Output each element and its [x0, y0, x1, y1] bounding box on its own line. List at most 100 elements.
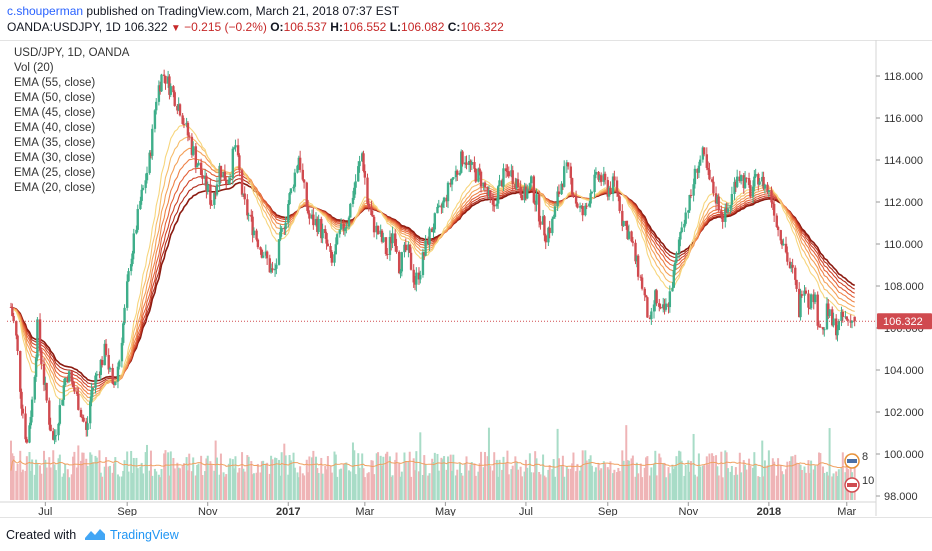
candle-body [469, 161, 472, 165]
event-count: 10 [862, 475, 874, 487]
candle-body [118, 361, 121, 367]
tradingview-brand-link[interactable]: TradingView [110, 528, 179, 542]
volume-bar [752, 467, 755, 500]
volume-bar [565, 466, 568, 500]
volume-bar [280, 452, 283, 500]
candle-body [136, 209, 139, 230]
volume-bar [252, 473, 255, 500]
candle-body [219, 165, 223, 178]
candle-body [122, 323, 125, 343]
volume-bar [408, 451, 411, 500]
event-badge-1[interactable]: 8 [844, 451, 868, 469]
volume-bar [680, 460, 683, 500]
tradingview-logo-icon[interactable] [84, 527, 106, 541]
candle-body [380, 230, 384, 242]
volume-bar [259, 472, 262, 500]
ema-40-line [10, 167, 855, 391]
volume-bar [400, 471, 403, 500]
volume-bar [683, 475, 686, 500]
volume-bar [190, 471, 193, 500]
candle-body [606, 180, 609, 197]
volume-bar [432, 461, 435, 500]
candle-body [850, 321, 854, 323]
volume-bar [29, 470, 32, 500]
candle-body [395, 246, 398, 252]
volume-bar [340, 468, 343, 500]
candle-body [692, 184, 695, 196]
candle-body [370, 207, 373, 216]
candle-body [343, 228, 347, 231]
candle-body [652, 304, 656, 312]
volume-bar [303, 475, 306, 500]
candle-body [710, 179, 714, 182]
candle-body [845, 316, 848, 320]
candle-body [465, 162, 468, 165]
volume-bar [287, 474, 290, 500]
candle-body [602, 173, 606, 182]
candle-body [834, 318, 838, 336]
candle-body [696, 168, 699, 173]
volume-bar [348, 470, 350, 500]
volume-bar [524, 459, 527, 500]
candle-body [526, 189, 529, 199]
volume-bar [785, 469, 788, 500]
candle-body [255, 230, 258, 240]
candle-body [675, 253, 678, 263]
candle-body [75, 391, 79, 395]
candle-body [264, 251, 268, 256]
price-chart[interactable]: 118.000 116.000 114.000 112.000 110.000 108.0… [0, 40, 932, 518]
candle-body [120, 342, 124, 362]
candle-body [668, 291, 672, 308]
volume-bar [98, 450, 101, 500]
volume-bar [618, 471, 621, 500]
volume-bar [639, 463, 642, 500]
volume-bar [505, 462, 508, 500]
volume-bar [782, 474, 785, 500]
candle-body [280, 228, 283, 232]
volume-bar [791, 456, 794, 500]
event-badge-2[interactable]: 10 [844, 475, 874, 493]
volume-bar [196, 465, 199, 500]
chart-area[interactable]: 118.000 116.000 114.000 112.000 110.000 108.0… [0, 40, 932, 518]
volume-bar [480, 451, 483, 500]
time-tick-label: Jul [519, 506, 533, 516]
candle-body [354, 181, 357, 188]
volume-bar [716, 466, 719, 500]
volume-bar [192, 457, 195, 500]
time-tick-label: Mar [837, 506, 856, 516]
candle-body [36, 319, 39, 358]
candle-body [67, 371, 71, 382]
volume-bar [441, 459, 444, 500]
candle-body [400, 252, 404, 272]
candle-body [617, 192, 620, 197]
volume-bar [255, 472, 258, 500]
volume-bar [363, 477, 366, 500]
candle-body [807, 293, 810, 308]
volume-bar [344, 463, 347, 500]
volume-bar [238, 467, 241, 500]
candle-body [423, 252, 426, 256]
candle-body [188, 135, 191, 137]
candle-body [353, 187, 356, 198]
volume-bar [853, 453, 856, 500]
volume-bar [745, 469, 748, 500]
author-link[interactable]: c.shouperman [7, 4, 84, 18]
volume-bar [297, 477, 300, 500]
volume-bar [730, 466, 733, 500]
candle-body [277, 239, 281, 265]
candle-body [500, 180, 504, 187]
volume-bar [314, 456, 317, 500]
candle-body [754, 173, 757, 177]
candle-body [684, 212, 687, 224]
candle-body [551, 218, 554, 234]
candle-body [310, 214, 314, 219]
candle-body [316, 218, 319, 232]
volume-bar [394, 459, 397, 500]
candle-body [172, 86, 175, 93]
candle-body [186, 122, 190, 136]
candle-body [705, 154, 709, 168]
volume-bar [153, 468, 156, 500]
candle-body [613, 176, 616, 181]
volume-bar [646, 456, 649, 500]
volume-bars [10, 425, 856, 500]
